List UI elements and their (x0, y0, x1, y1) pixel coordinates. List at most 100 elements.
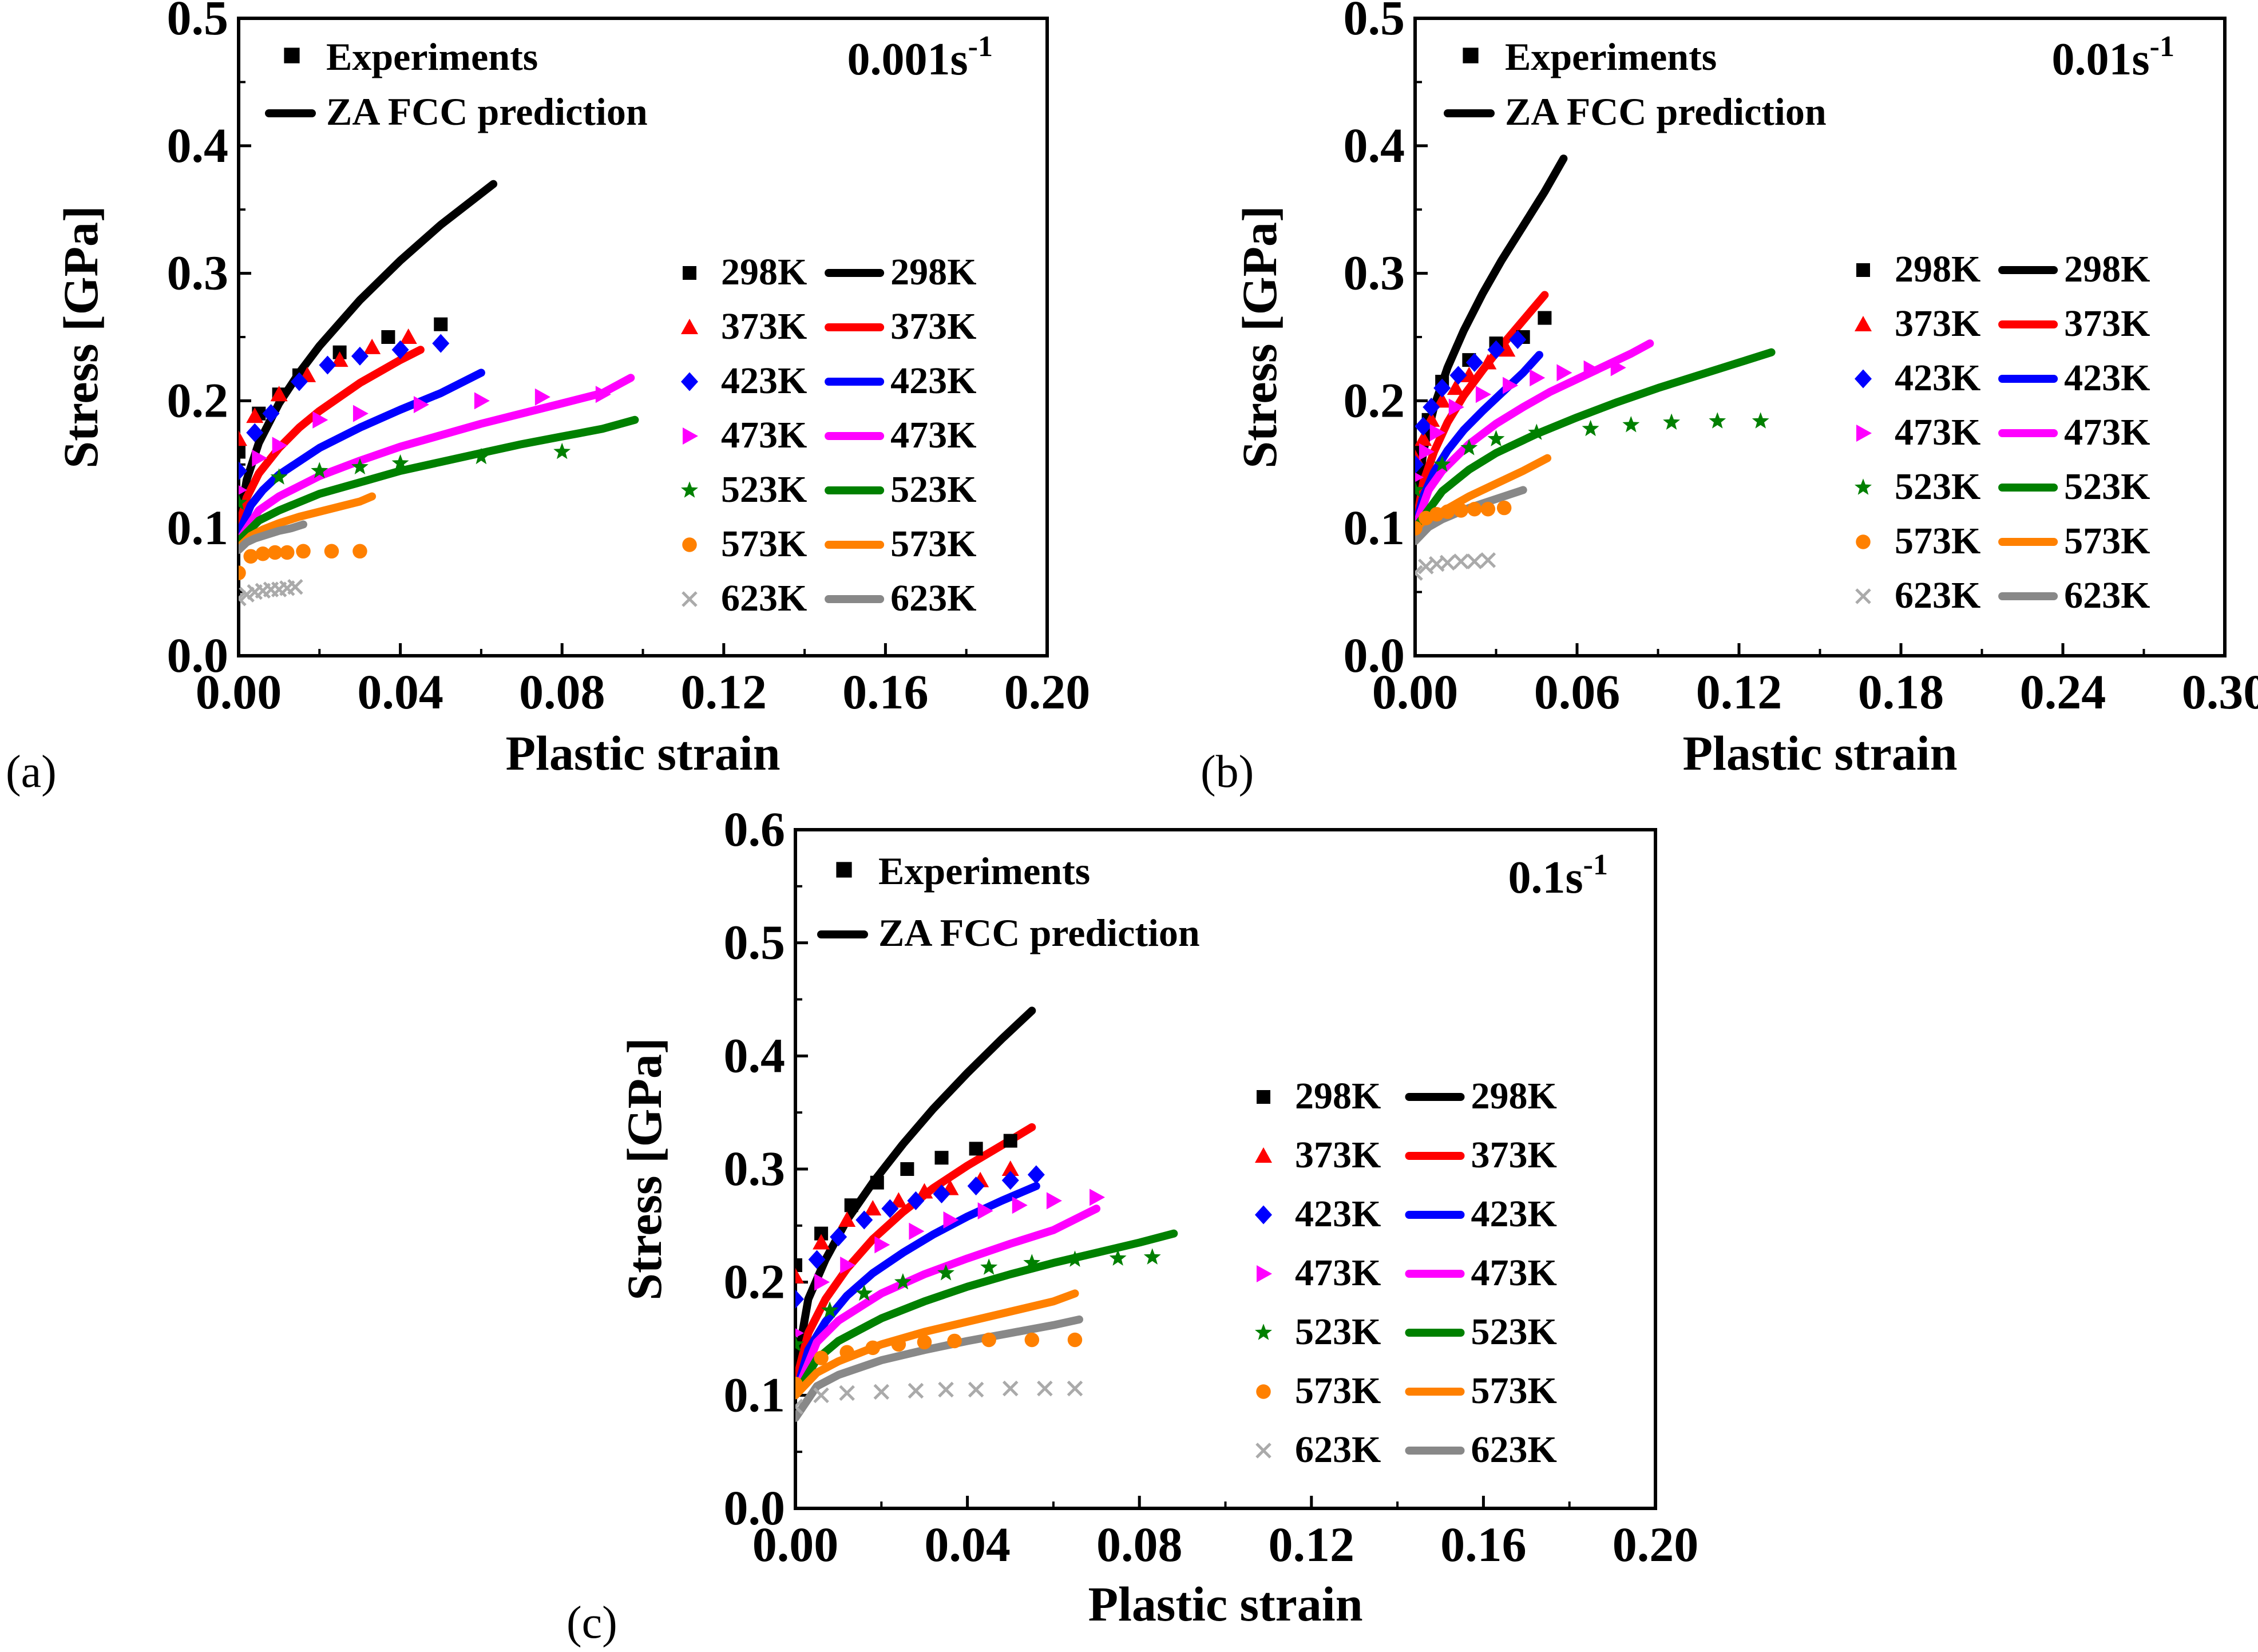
panel-c-legend-exp-label-573K: 573K (1295, 1370, 1381, 1412)
panel-a-prediction-line-523K (239, 415, 639, 545)
panel-b-legend-exp-label-623K: 623K (1895, 575, 1980, 616)
panel-b-experiment-point-423K (1509, 330, 1527, 349)
panel-a-experiment-point-373K (239, 430, 247, 446)
panel-b-experiment-point-373K (1415, 430, 1432, 446)
panel-b-legend-pred-label-473K: 473K (2064, 411, 2150, 453)
panel-b-experiment-point-473K (1556, 364, 1572, 382)
panel-c-experiment-point-423K (1001, 1171, 1019, 1190)
panel-c-experiment-point-623K (795, 1399, 803, 1415)
panel-a-legend-exp-label-623K: 623K (721, 577, 807, 619)
panel-c-experiment-point-473K (814, 1273, 830, 1291)
panel-c-legend-marker-623K (1255, 1443, 1271, 1459)
panel-c-experiment-point-573K (947, 1333, 962, 1349)
panel-b-experiment-point-473K (1448, 398, 1464, 416)
panel-b-experiment-point-623K (1453, 553, 1469, 569)
panel-a-prediction-line-473K (239, 374, 635, 545)
panel-b-x-tick-label: 0.24 (2020, 664, 2106, 719)
panel-a-strain-rate-value: 0.001s (847, 34, 968, 85)
panel-a-experiment-point-473K (239, 485, 247, 495)
panel-b-x-tick-label: 0.00 (1372, 664, 1459, 719)
panel-c-x-tick-label: 0.12 (1269, 1517, 1355, 1572)
panel-b-experiment-point-623K (1415, 565, 1423, 581)
panel-a-experiment-point-298K (239, 445, 245, 459)
panel-b-legend-experiments-marker (1463, 47, 1479, 64)
panel-a-experiment-point-423K (319, 355, 336, 375)
panel-a-experiment-point-373K (270, 386, 288, 402)
panel-a-y-axis-title: Stress [GPa] (53, 205, 108, 468)
panel-b-experiment-point-423K (1465, 353, 1483, 373)
panel-a-experiment-point-523K (270, 468, 288, 485)
panel-c-y-tick-label: 0.4 (724, 1028, 786, 1083)
panel-c-legend-marker-298K (1257, 1090, 1270, 1104)
panel-b-legend-pred-label-523K: 523K (2064, 466, 2150, 508)
panel-c-experiment-point-623K (813, 1387, 829, 1404)
panel-b-experiment-point-423K (1415, 455, 1424, 474)
panel-b-legend-pred-label-423K: 423K (2064, 357, 2150, 399)
panel-b-experiment-point-573K (1415, 521, 1423, 536)
panel-b-x-tick-label: 0.12 (1696, 664, 1782, 719)
panel-b-y-tick-label: 0.5 (1344, 0, 1405, 45)
panel-b-y-tick-label: 0.3 (1344, 245, 1405, 300)
panel-b-experiment-point-423K (1423, 398, 1440, 417)
panel-a-legend-marker-473K (683, 427, 698, 445)
panel-b-experiment-point-423K (1433, 378, 1451, 398)
panel-c-legend-experiments-label: Experiments (878, 849, 1090, 893)
panel-a-experiment-point-523K (351, 458, 369, 474)
panel-c-legend-marker-423K (1255, 1205, 1272, 1225)
panel-c-strain-rate-label: 0.1s-1 (1508, 849, 1608, 903)
panel-b-experiment-point-523K (1415, 481, 1424, 498)
panel-b-prediction-line-523K (1415, 348, 1776, 533)
panel-a-strain-rate-label: 0.001s-1 (847, 30, 993, 85)
panel-c-strain-rate-value: 0.1s (1508, 853, 1583, 903)
panel-a-y-tick-label: 0.5 (167, 0, 229, 45)
panel-a-experiment-point-573K (296, 544, 311, 559)
panel-b-experiment-point-573K (1440, 504, 1455, 519)
panel-a-y-tick-label: 0.3 (167, 245, 229, 300)
panel-c-experiment-point-473K (909, 1222, 925, 1240)
panel-b-experiment-point-623K (1480, 552, 1496, 568)
panel-c-experiment-point-523K (821, 1301, 839, 1318)
panel-a-experiment-point-573K (243, 549, 258, 564)
panel-a-experiment-point-473K (312, 411, 328, 429)
panel-a-data (239, 180, 639, 607)
panel-a-experiment-point-298K (381, 330, 395, 344)
panel-a-experiment-point-523K (239, 493, 247, 510)
panel-c: 0.00 0.04 0.08 0.12 0.16 0.20 0.0 0.1 0.2 0.3 0.4 0… (567, 802, 1698, 1648)
panel-a-experiment-point-298K (434, 317, 448, 331)
panel-a-experiment-point-573K (239, 565, 246, 580)
panel-c-experiment-point-298K (934, 1151, 949, 1165)
panel-b-x-tick-label: 0.06 (1534, 664, 1621, 719)
panel-a-experiment-point-473K (352, 405, 369, 422)
panel-a-experiment-point-473K (595, 386, 611, 403)
panel-a-legend-exp-label-423K: 423K (721, 360, 807, 402)
panel-a-legend-prediction-label: ZA FCC prediction (326, 90, 648, 133)
panel-b-strain-rate-exponent: -1 (2150, 30, 2174, 63)
panel-c-x-tick-label: 0.08 (1096, 1517, 1183, 1572)
panel-c-legend-pred-label-373K: 373K (1471, 1134, 1557, 1176)
panel-c-legend-exp-label-423K: 423K (1295, 1193, 1381, 1235)
panel-a-experiment-point-423K (290, 372, 308, 391)
panel-a-experiment-point-423K (239, 461, 247, 481)
panel-a-experiment-point-523K (553, 442, 571, 459)
panel-c-legend-prediction-label: ZA FCC prediction (878, 911, 1200, 954)
panel-a-experiment-point-523K (311, 462, 328, 478)
panel-b-legend-pred-label-623K: 623K (2064, 575, 2150, 616)
panel-a-experiment-point-573K (280, 545, 295, 560)
panel-a-prediction-line-423K (239, 369, 485, 539)
panel-a-strain-rate-exponent: -1 (968, 30, 993, 63)
panel-c-x-tick-label: 0.20 (1613, 1517, 1699, 1572)
panel-b-experiment-point-373K (1479, 354, 1497, 370)
panel-c-experiment-point-523K (980, 1258, 998, 1275)
panel-c-experiment-point-523K (1023, 1254, 1041, 1270)
panel-a-y-tick-label: 0.4 (167, 118, 229, 173)
panel-a-legend-marker-298K (683, 266, 696, 280)
panel-c-legend-pred-label-298K: 298K (1471, 1075, 1557, 1117)
panel-b-experiment-point-473K (1503, 377, 1519, 394)
panel-c-y-tick-label: 0.3 (724, 1141, 786, 1196)
panel-c-experiment-point-373K (916, 1183, 933, 1199)
panel-a-experiment-point-423K (432, 334, 450, 353)
panel-a-prediction-line-623K (239, 520, 307, 554)
panel-c-panel-label: (c) (567, 1598, 617, 1648)
panel-b-experiment-point-573K (1480, 502, 1496, 517)
panel-b-legend-marker-373K (1855, 316, 1872, 331)
